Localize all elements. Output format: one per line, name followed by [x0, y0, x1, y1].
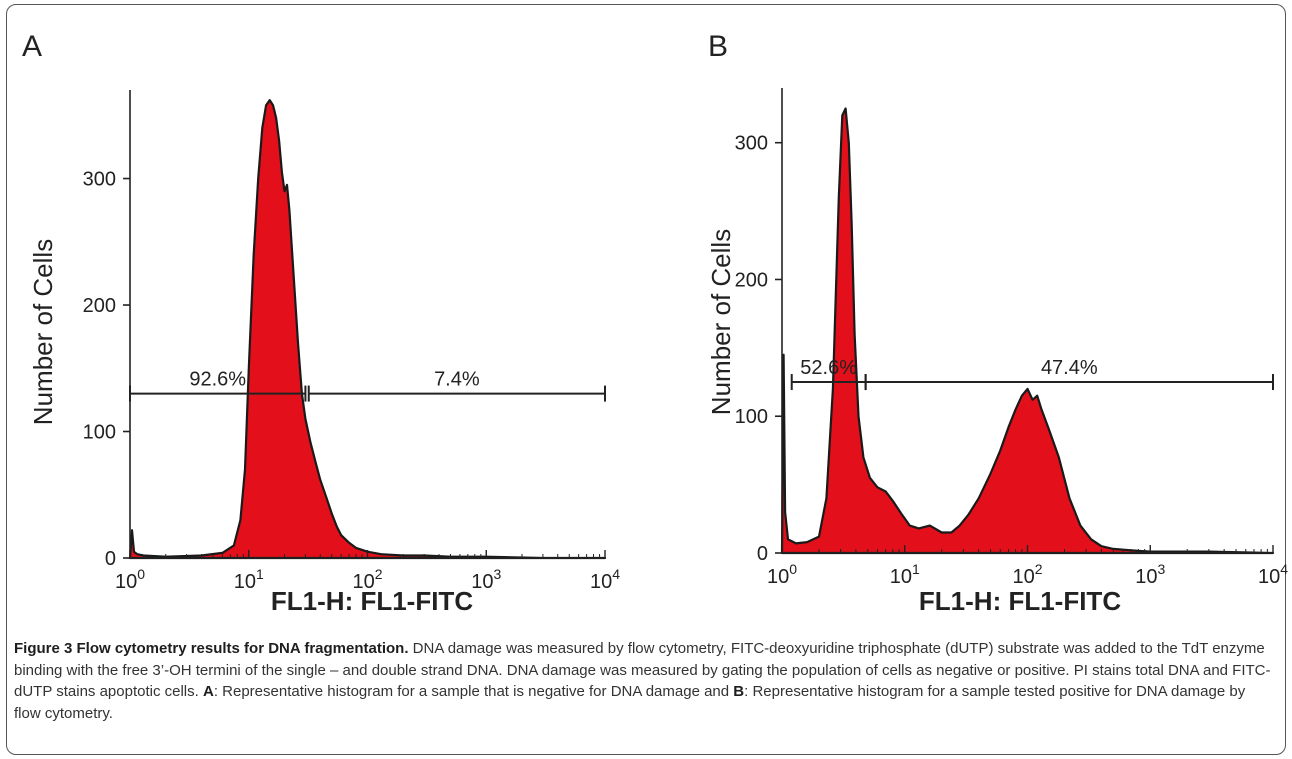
- caption-label-a: A: [202, 683, 214, 700]
- y-tick-label: 0: [105, 548, 116, 570]
- gate-label: 7.4%: [434, 369, 480, 391]
- y-axis-label: Number of Cells: [28, 239, 58, 425]
- panel-b: B Number of Cells FL1-H: FL1-FITC 010020…: [706, 30, 1288, 616]
- caption-title: Figure 3 Flow cytometry results for DNA …: [14, 640, 409, 657]
- panel-label: A: [22, 30, 42, 63]
- x-tick-label: 104: [1258, 561, 1288, 588]
- y-tick-label: 100: [83, 422, 116, 444]
- y-tick-label: 300: [735, 133, 768, 155]
- caption-text: DNA damage was measured by flow cytometr…: [14, 640, 1271, 700]
- x-tick-label: 104: [590, 566, 620, 593]
- x-axis-label: FL1-H: FL1-FITC: [271, 586, 473, 616]
- histogram-area: [128, 99, 607, 560]
- panel-a: A Number of Cells FL1-H: FL1-FITC 010020…: [22, 30, 620, 616]
- gate-label: 52.6%: [800, 357, 857, 379]
- gate-label: 92.6%: [189, 369, 246, 391]
- x-tick-label: 102: [352, 566, 382, 593]
- figure-caption: Figure 3 Flow cytometry results for DNA …: [14, 638, 1276, 724]
- caption-text: : Representative histogram for a sample …: [213, 683, 734, 700]
- caption-label-b: B: [733, 683, 745, 700]
- y-tick-label: 100: [735, 406, 768, 428]
- y-tick-label: 300: [83, 169, 116, 191]
- y-tick-label: 200: [735, 269, 768, 291]
- y-tick-label: 0: [757, 543, 768, 565]
- x-tick-label: 100: [767, 561, 797, 588]
- x-tick-label: 101: [234, 566, 264, 593]
- y-tick-label: 200: [83, 295, 116, 317]
- figure-frame: [6, 4, 1286, 755]
- gate-label: 47.4%: [1041, 357, 1098, 379]
- x-tick-label: 100: [115, 566, 145, 593]
- y-axis-label: Number of Cells: [706, 229, 736, 415]
- x-tick-label: 103: [1135, 561, 1165, 588]
- x-tick-label: 101: [890, 561, 920, 588]
- histogram-area: [780, 107, 1275, 555]
- caption-text: : Representative histogram for a sample …: [14, 683, 1246, 722]
- panel-label: B: [708, 30, 728, 63]
- x-tick-label: 103: [471, 566, 501, 593]
- x-axis-label: FL1-H: FL1-FITC: [919, 586, 1121, 616]
- x-tick-label: 102: [1012, 561, 1042, 588]
